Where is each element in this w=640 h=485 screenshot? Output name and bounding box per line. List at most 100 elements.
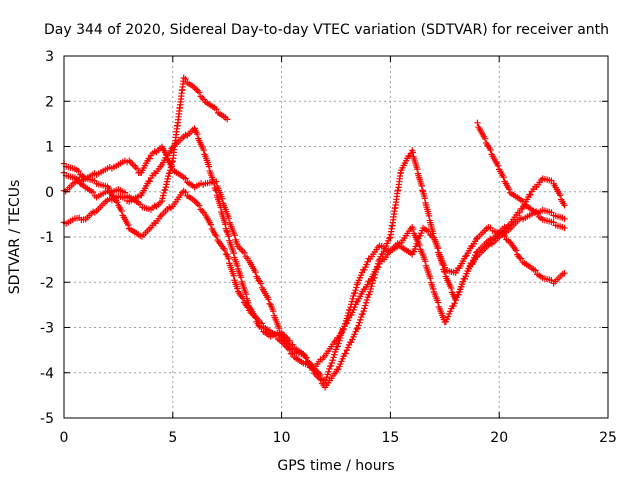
data-marker [331, 351, 338, 358]
x-tick-labels: 0 5 10 15 20 25 [60, 430, 617, 446]
data-marker [353, 284, 360, 291]
data-marker [317, 371, 324, 379]
data-marker [207, 221, 215, 228]
data-marker [342, 350, 349, 357]
data-marker [350, 292, 357, 300]
data-marker [237, 274, 245, 281]
data-marker [324, 371, 331, 378]
data-marker [519, 198, 526, 205]
data-marker [270, 307, 277, 315]
data-marker [165, 172, 172, 180]
data-marker [462, 253, 469, 260]
data-marker [244, 304, 251, 311]
data-marker [363, 296, 371, 304]
data-marker [113, 199, 121, 206]
data-marker [265, 296, 272, 303]
data-marker [239, 247, 246, 255]
data-marker [359, 310, 366, 318]
data-marker [425, 228, 432, 235]
data-marker [427, 274, 434, 282]
y-tick-label: -5 [40, 411, 54, 427]
data-marker [182, 75, 189, 83]
data-marker [362, 302, 369, 309]
data-marker [386, 235, 393, 242]
data-marker [217, 204, 224, 211]
data-marker [323, 374, 330, 381]
grid-lines [64, 56, 608, 418]
data-marker [561, 224, 568, 232]
data-marker [512, 247, 520, 254]
data-marker [200, 146, 207, 154]
data-marker [434, 299, 442, 306]
x-tick-label: 20 [490, 430, 508, 446]
data-marker [315, 370, 323, 377]
data-marker [75, 167, 82, 175]
data-marker [409, 225, 417, 233]
data-marker [168, 163, 175, 170]
data-marker [199, 94, 206, 102]
data-marker [212, 231, 219, 238]
data-marker [239, 295, 247, 302]
data-marker [241, 249, 248, 256]
data-marker [414, 165, 421, 173]
chart-title: Day 344 of 2020, Sidereal Day-to-day VTE… [44, 22, 609, 38]
data-marker [516, 209, 523, 217]
data-marker [213, 232, 220, 240]
x-tick-label: 5 [168, 430, 177, 446]
data-marker [221, 246, 228, 254]
data-marker [213, 106, 220, 113]
y-tick-label: -3 [40, 321, 54, 337]
data-marker [130, 162, 138, 169]
data-marker [252, 268, 259, 276]
data-marker [230, 272, 237, 279]
data-marker [286, 346, 293, 353]
data-marker [451, 300, 458, 307]
data-marker [168, 145, 175, 152]
data-marker [166, 169, 173, 177]
data-marker [242, 253, 250, 260]
data-marker [321, 379, 329, 387]
y-tick-label: 1 [45, 140, 54, 156]
series-track-4 [60, 175, 568, 372]
data-marker [422, 258, 429, 265]
data-marker [534, 210, 541, 217]
data-marker [327, 362, 335, 369]
data-marker [289, 350, 296, 357]
data-marker [231, 232, 238, 239]
data-marker [325, 368, 332, 375]
data-marker [275, 324, 283, 332]
data-marker [481, 135, 489, 142]
data-marker [194, 200, 201, 208]
y-tick-label: 0 [45, 185, 54, 201]
data-marker [368, 282, 375, 290]
y-tick-label: 3 [45, 49, 54, 65]
data-marker [409, 149, 416, 156]
y-tick-labels: -5 -4 -3 -2 -1 0 1 2 3 [40, 49, 54, 427]
data-marker [330, 354, 337, 361]
data-marker [164, 175, 171, 183]
data-marker [197, 93, 204, 100]
data-marker [272, 332, 280, 339]
data-marker [132, 163, 139, 171]
data-marker [494, 162, 502, 170]
x-tick-label: 10 [273, 430, 291, 446]
series-track-2 [60, 143, 568, 391]
data-marker [366, 291, 373, 298]
data-marker [501, 232, 508, 240]
data-marker [532, 267, 539, 274]
data-marker [182, 189, 189, 196]
data-marker [474, 119, 481, 127]
data-marker [194, 87, 201, 95]
data-marker [158, 197, 166, 205]
data-marker [429, 285, 437, 293]
data-marker [159, 195, 166, 202]
data-marker [361, 305, 368, 312]
x-tick-label: 15 [381, 430, 399, 446]
data-marker [500, 173, 507, 181]
data-marker [352, 286, 359, 294]
data-marker [283, 334, 290, 341]
data-marker [194, 130, 201, 138]
data-marker [212, 186, 219, 194]
data-marker [416, 241, 423, 249]
data-marker [281, 341, 288, 349]
